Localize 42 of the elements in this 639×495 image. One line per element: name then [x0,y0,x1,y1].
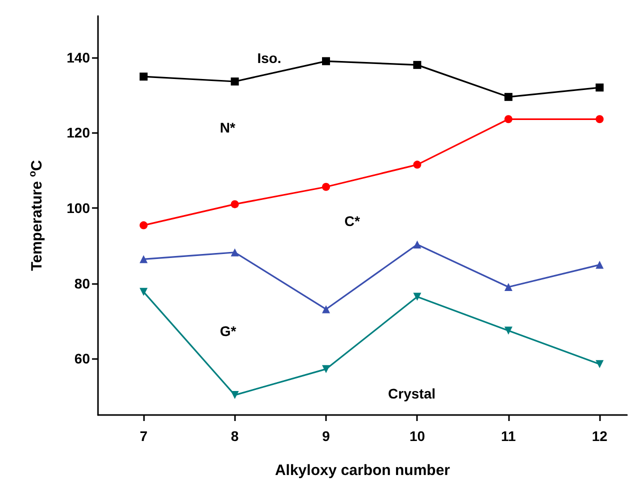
point [322,182,330,191]
point [322,365,330,374]
point [504,283,512,292]
y-tick-label: 80 [74,275,90,292]
point [230,200,239,208]
point [322,305,330,314]
y-tick-label: 120 [66,124,90,141]
x-tick-label: 10 [409,428,426,444]
x-tick-label: 12 [592,428,608,444]
point [230,248,239,256]
annotation: C* [344,212,361,229]
point [596,84,604,92]
annotation: Crystal [388,385,436,402]
point [140,72,148,81]
point [596,115,604,124]
x-tick-label: 7 [140,428,148,444]
point [504,115,512,124]
annotation: N* [220,120,236,136]
x-tick-label: 8 [230,428,239,444]
point [596,360,604,368]
y-axis-title: Temperature oC [28,160,46,271]
point [504,92,512,101]
x-axis-title: Alkyloxy carbon number [274,462,450,479]
point [413,160,422,169]
x-tick-label: 9 [322,428,330,444]
point [413,60,422,69]
y-tick-label: 60 [74,350,90,367]
point [140,221,148,230]
point [140,255,148,264]
x-tick-label: 11 [501,428,516,444]
point [504,326,512,335]
y-tick-label: 140 [66,49,90,66]
annotation: G* [220,323,237,340]
y-tick-label: 100 [66,200,90,216]
point [322,57,330,66]
point [413,240,422,248]
point [230,391,239,400]
point [413,292,422,301]
annotation: Iso. [257,50,282,66]
point [230,77,239,86]
point [140,288,148,296]
point [596,260,604,269]
